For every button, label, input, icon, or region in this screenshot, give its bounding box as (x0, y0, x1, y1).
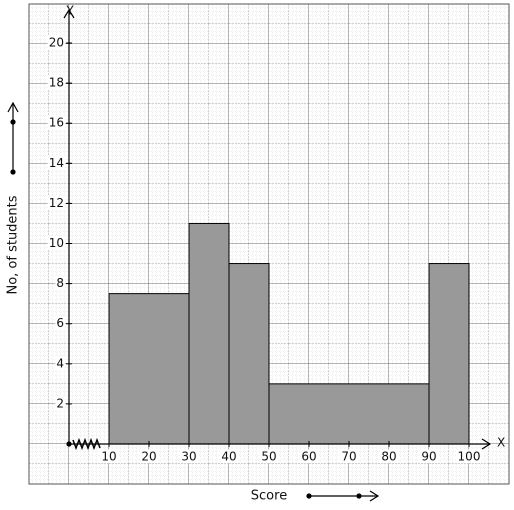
tick-label-background (47, 115, 65, 130)
y-axis-letter: Y (65, 4, 74, 18)
tick-label-background (420, 449, 438, 464)
y-tick-label: 4 (56, 356, 64, 370)
tick-label-background (180, 449, 198, 464)
tick-label-background (55, 316, 65, 331)
tick-label-background (55, 276, 65, 291)
x-tick-label: 30 (181, 450, 196, 464)
tick-label-background (380, 449, 398, 464)
plot-area (108, 222, 470, 445)
y-tick-label: 8 (56, 276, 64, 290)
histogram-bar (268, 383, 430, 445)
tick-label-background (220, 449, 238, 464)
tick-label-background (140, 449, 158, 464)
y-tick-label: 10 (49, 236, 64, 250)
tick-label-background (47, 236, 65, 250)
tick-label-background (47, 195, 65, 210)
y-tick-label: 18 (49, 76, 64, 90)
y-tick-label: 14 (49, 156, 64, 170)
tick-label-background (100, 449, 118, 464)
y-tick-label: 6 (56, 316, 64, 330)
y-tick-label: 20 (49, 36, 64, 50)
tick-label-background (55, 356, 65, 371)
x-tick-label: 20 (141, 450, 156, 464)
x-tick-label: 10 (101, 450, 116, 464)
direction-arrows (7, 101, 380, 502)
x-tick-label: 40 (221, 450, 236, 464)
graph-paper (28, 3, 510, 485)
tick-label-background (260, 449, 278, 464)
tick-label-background (47, 75, 65, 90)
axes (63, 8, 492, 451)
tick-label-background (456, 449, 482, 464)
y-tick-label: 16 (49, 116, 64, 130)
y-tick-label: 2 (56, 396, 64, 410)
histogram-bar (108, 293, 190, 445)
x-tick-label: 90 (421, 450, 436, 464)
histogram-bar (428, 263, 470, 445)
tick-label-background (47, 155, 65, 170)
tick-label-background (55, 396, 65, 411)
tick-label-background (300, 449, 318, 464)
x-tick-label: 50 (261, 450, 276, 464)
x-tick-label: 80 (381, 450, 396, 464)
x-axis-letter: X (497, 436, 505, 450)
x-tick-label: 70 (341, 450, 356, 464)
histogram-bar (228, 263, 270, 445)
y-tick-label: 12 (49, 196, 64, 210)
tick-label-background (47, 35, 65, 50)
histogram-bar (188, 222, 230, 445)
x-tick-label: 60 (301, 450, 316, 464)
x-tick-label: 100 (458, 450, 481, 464)
x-axis-label: Score (251, 489, 287, 504)
tick-label-background (340, 449, 358, 464)
y-axis-label: No, of students (6, 195, 21, 294)
